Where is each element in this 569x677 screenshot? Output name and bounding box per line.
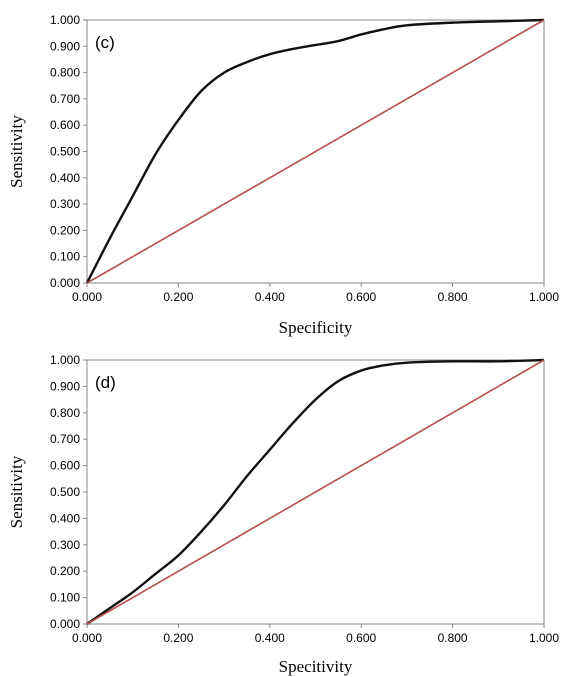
y-tick-label-d: 0.000 (50, 617, 80, 631)
x-tick-label-d: 0.000 (72, 631, 102, 645)
x-tick-label-c: 0.400 (255, 290, 285, 304)
x-axis-title-d: Specitivity (279, 657, 353, 676)
y-tick-label-d: 0.700 (50, 432, 80, 446)
x-tick-label-c: 0.000 (72, 290, 102, 304)
chart-panel-d: 0.000 0.100 0.200 0.300 0.400 0.500 0.600 0.700… (7, 353, 559, 676)
y-tick-label-d: 0.900 (50, 379, 80, 393)
y-tick-label-c: 0.700 (50, 92, 80, 106)
x-tick-label-c: 0.800 (438, 290, 468, 304)
x-tick-label-d: 0.200 (163, 631, 193, 645)
chart-panel-c: 0.000 0.100 0.200 0.300 0.400 0.500 0.600 0.700… (7, 13, 559, 337)
y-tick-label-c: 0.800 (50, 66, 80, 80)
roc-curve-d (86, 358, 545, 625)
y-tick-label-d: 0.800 (50, 406, 80, 420)
x-tick-label-d: 1.000 (529, 631, 559, 645)
y-tick-label-c: 0.100 (50, 250, 80, 264)
y-axis-title-c: Sensitivity (7, 115, 26, 188)
y-tick-label-d: 1.000 (50, 353, 80, 367)
roc-curve-c (85, 18, 545, 284)
y-tick-label-d: 0.300 (50, 538, 80, 552)
y-tick-label-c: 0.400 (50, 171, 80, 185)
y-tick-label-c: 1.000 (50, 13, 80, 27)
y-tick-label-c: 0.200 (50, 223, 80, 237)
y-tick-label-c: 0.000 (50, 276, 80, 290)
y-tick-label-d: 0.600 (50, 459, 80, 473)
y-tick-label-d: 0.100 (50, 591, 80, 605)
reference-line-d (86, 359, 545, 625)
y-tick-label-c: 0.500 (50, 145, 80, 159)
x-axis-title-c: Specificity (279, 318, 353, 337)
x-tick-label-d: 0.600 (346, 631, 376, 645)
y-axis-title-d: Sensitivity (7, 455, 26, 528)
reference-line-c (86, 19, 545, 284)
x-tick-label-c: 1.000 (529, 290, 559, 304)
y-tick-label-d: 0.500 (50, 485, 80, 499)
panel-label-d: (d) (95, 373, 116, 392)
y-tick-label-d: 0.200 (50, 564, 80, 578)
panel-label-c: (c) (95, 33, 115, 52)
y-tick-label-d: 0.400 (50, 511, 80, 525)
x-tick-label-d: 0.800 (438, 631, 468, 645)
x-tick-label-d: 0.400 (255, 631, 285, 645)
x-tick-label-c: 0.200 (163, 290, 193, 304)
y-tick-label-c: 0.900 (50, 39, 80, 53)
x-tick-label-c: 0.600 (346, 290, 376, 304)
y-tick-label-c: 0.300 (50, 197, 80, 211)
y-tick-label-c: 0.600 (50, 118, 80, 132)
